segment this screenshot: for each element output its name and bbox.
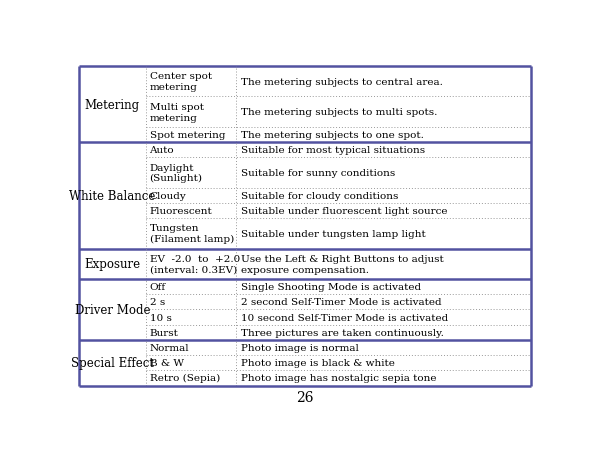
- Text: Auto: Auto: [149, 146, 174, 155]
- Text: Suitable for most typical situations: Suitable for most typical situations: [241, 146, 425, 155]
- Text: The metering subjects to one spot.: The metering subjects to one spot.: [241, 131, 424, 140]
- Text: Burst: Burst: [149, 328, 178, 337]
- Text: Suitable under tungsten lamp light: Suitable under tungsten lamp light: [241, 229, 425, 238]
- Text: 10 s: 10 s: [149, 313, 171, 322]
- Text: Off: Off: [149, 283, 165, 292]
- Text: Tungsten
(Filament lamp): Tungsten (Filament lamp): [149, 224, 234, 244]
- Text: Normal: Normal: [149, 343, 189, 352]
- Text: EV  -2.0  to  +2.0
(interval: 0.3EV): EV -2.0 to +2.0 (interval: 0.3EV): [149, 254, 240, 274]
- Text: 10 second Self-Timer Mode is activated: 10 second Self-Timer Mode is activated: [241, 313, 448, 322]
- Text: Center spot
metering: Center spot metering: [149, 72, 212, 92]
- Text: The metering subjects to central area.: The metering subjects to central area.: [241, 77, 443, 86]
- Text: 2 s: 2 s: [149, 298, 165, 307]
- Text: Photo image is normal: Photo image is normal: [241, 343, 359, 352]
- Text: Driver Mode: Driver Mode: [75, 303, 150, 316]
- Text: Multi spot
metering: Multi spot metering: [149, 102, 203, 122]
- Text: B & W: B & W: [149, 359, 183, 367]
- Text: Metering: Metering: [85, 98, 140, 111]
- Text: Single Shooting Mode is activated: Single Shooting Mode is activated: [241, 283, 421, 292]
- Text: Special Effect: Special Effect: [71, 356, 154, 369]
- Text: Suitable for cloudy conditions: Suitable for cloudy conditions: [241, 192, 398, 200]
- Text: Daylight
(Sunlight): Daylight (Sunlight): [149, 163, 202, 183]
- Text: Cloudy: Cloudy: [149, 192, 186, 200]
- Text: Spot metering: Spot metering: [149, 131, 225, 140]
- Text: Photo image is black & white: Photo image is black & white: [241, 359, 394, 367]
- Text: White Balance: White Balance: [69, 189, 156, 202]
- Text: Exposure: Exposure: [84, 258, 140, 271]
- Text: 2 second Self-Timer Mode is activated: 2 second Self-Timer Mode is activated: [241, 298, 441, 307]
- Text: Use the Left & Right Buttons to adjust
exposure compensation.: Use the Left & Right Buttons to adjust e…: [241, 254, 444, 274]
- Text: Fluorescent: Fluorescent: [149, 207, 212, 216]
- Text: Retro (Sepia): Retro (Sepia): [149, 374, 220, 383]
- Text: Three pictures are taken continuously.: Three pictures are taken continuously.: [241, 328, 444, 337]
- Text: 26: 26: [296, 390, 314, 404]
- Text: Photo image has nostalgic sepia tone: Photo image has nostalgic sepia tone: [241, 374, 436, 383]
- Text: Suitable under fluorescent light source: Suitable under fluorescent light source: [241, 207, 447, 216]
- Text: The metering subjects to multi spots.: The metering subjects to multi spots.: [241, 108, 437, 117]
- Text: Suitable for sunny conditions: Suitable for sunny conditions: [241, 169, 395, 177]
